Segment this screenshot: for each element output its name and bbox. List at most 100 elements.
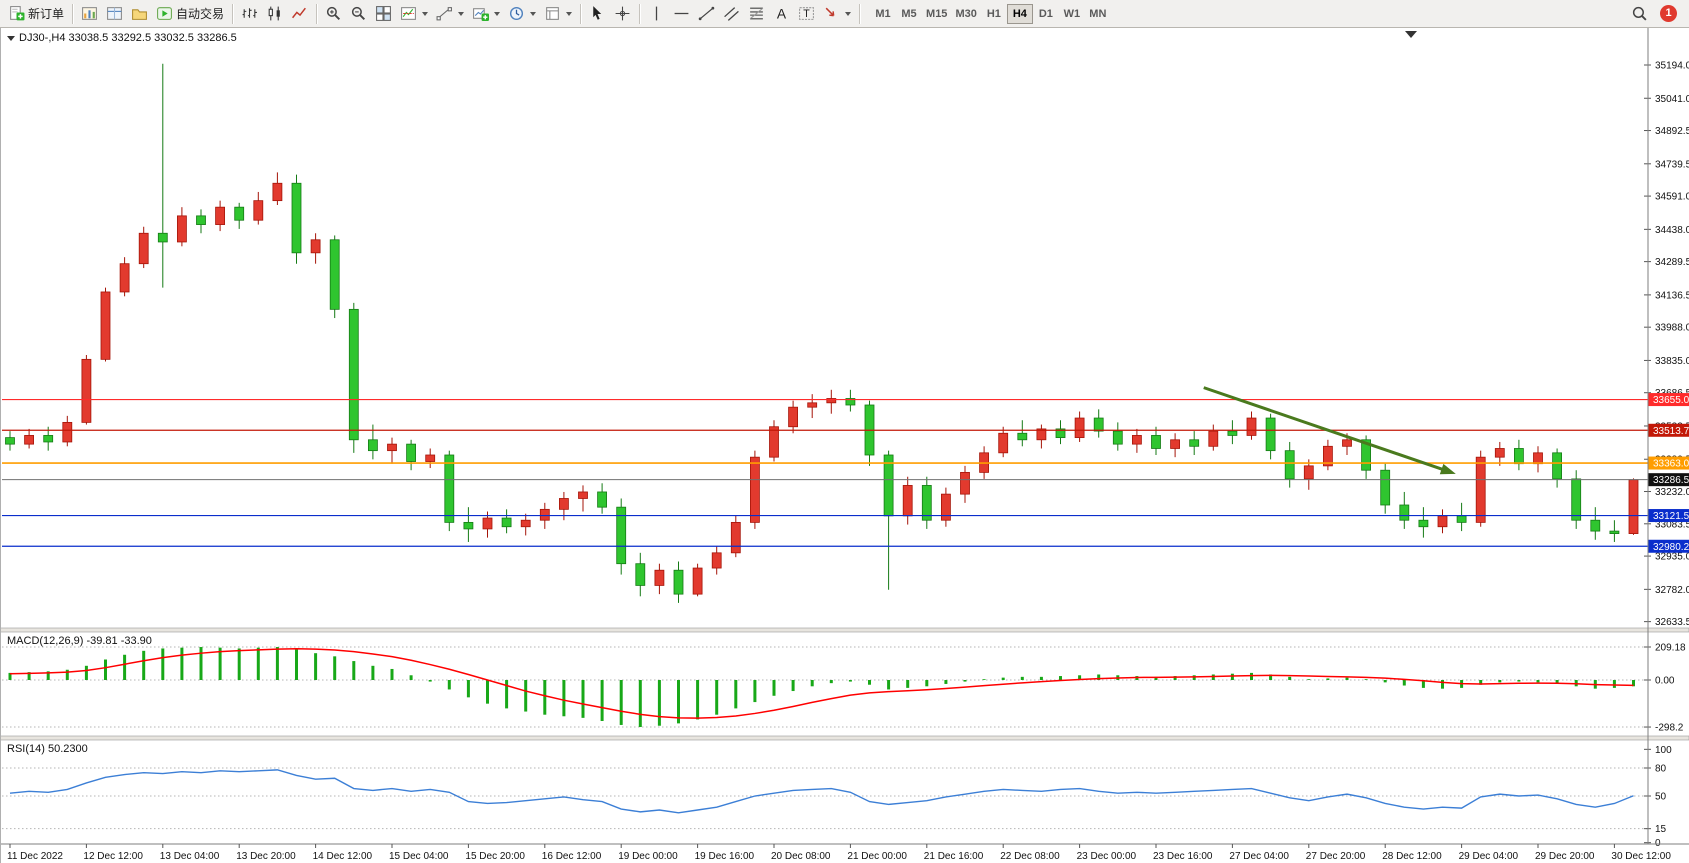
candle-body: [1112, 430, 1123, 445]
clock-icon: [508, 5, 525, 22]
cursor-button[interactable]: [585, 3, 610, 25]
templates-button[interactable]: [540, 3, 576, 25]
trendline-tool-button[interactable]: [694, 3, 719, 25]
auto-trading-button[interactable]: 自动交易: [152, 3, 228, 25]
candle-body: [62, 421, 73, 443]
candle-body: [24, 435, 35, 445]
fibonacci-tool-button[interactable]: [744, 3, 769, 25]
time-axis-label: 21 Dec 00:00: [847, 851, 907, 862]
price-tag-pivot-line: [1648, 456, 1689, 470]
svg-text:A: A: [777, 5, 787, 21]
label-tool-button[interactable]: T: [794, 3, 819, 25]
dropdown-caret-icon: [422, 11, 429, 16]
text-tool-button[interactable]: A: [769, 3, 794, 25]
price-tick-label: 34438.0: [1655, 225, 1689, 236]
search-button[interactable]: [1627, 3, 1652, 25]
collapse-icon[interactable]: [7, 35, 15, 41]
candle-body: [81, 358, 92, 423]
price-tick-label: 34136.5: [1655, 290, 1689, 301]
templates-icon: [544, 5, 561, 22]
horizontal-line-tool-button[interactable]: [669, 3, 694, 25]
candle-body: [826, 398, 837, 404]
price-tick-label: 34739.5: [1655, 159, 1689, 170]
timeframe-w1-button[interactable]: W1: [1059, 4, 1085, 24]
line-chart-button[interactable]: [287, 3, 312, 25]
candle-body: [769, 426, 779, 458]
price-tick-label: 33835.0: [1655, 356, 1689, 367]
timeframe-m5-button[interactable]: M5: [896, 4, 922, 24]
time-axis-label: 19 Dec 16:00: [695, 851, 755, 862]
timeframe-h1-button[interactable]: H1: [981, 4, 1007, 24]
candle-body: [883, 454, 894, 517]
macd-axis-label: 209.18: [1655, 643, 1686, 654]
chart-header-text: DJ30-,H4 33038.5 33292.5 33032.5 33286.5: [19, 32, 237, 44]
zoom-out-button[interactable]: [346, 3, 371, 25]
navigator-button[interactable]: [127, 3, 152, 25]
candle-body: [1323, 445, 1333, 467]
candle-body: [941, 493, 951, 521]
text-tool-icon: A: [773, 5, 790, 22]
timeframe-h4-button[interactable]: H4: [1006, 3, 1033, 24]
time-axis-label: 15 Dec 20:00: [465, 851, 525, 862]
candle-body: [750, 456, 760, 523]
price-tick-label: 32782.0: [1655, 585, 1689, 596]
candle-body: [635, 563, 646, 586]
indicators-button[interactable]: [396, 3, 432, 25]
market-watch-button[interactable]: [77, 3, 102, 25]
panel-separator[interactable]: [0, 735, 1689, 741]
timeframe-m1-button[interactable]: M1: [870, 4, 896, 24]
candle-body: [559, 498, 569, 510]
candle-body: [1628, 479, 1639, 534]
add-chart-button[interactable]: [468, 3, 504, 25]
objects-button[interactable]: [432, 3, 468, 25]
vertical-line-tool-button[interactable]: [644, 3, 669, 25]
crosshair-button[interactable]: [610, 3, 635, 25]
candle-body: [1552, 452, 1562, 480]
candle-body: [998, 432, 1009, 454]
dropdown-caret-icon: [845, 11, 852, 16]
toolbar-right-group: 1: [1627, 3, 1685, 25]
time-axis-label: 30 Dec 12:00: [1611, 851, 1671, 862]
trendline-icon: [698, 5, 715, 22]
candle-body: [1342, 439, 1352, 447]
candlestick-chart-button[interactable]: [262, 3, 287, 25]
time-axis-label: 21 Dec 16:00: [924, 851, 984, 862]
candle-body: [1055, 428, 1066, 439]
candle-body: [1074, 417, 1085, 439]
arrows-tool-button[interactable]: [819, 3, 855, 25]
candle-body: [1246, 417, 1257, 436]
timeframe-m15-button[interactable]: M15: [922, 4, 951, 24]
bar-chart-button[interactable]: [237, 3, 262, 25]
auto-trading-label: 自动交易: [176, 7, 225, 21]
chart-shift-marker[interactable]: [1405, 31, 1417, 38]
timeframe-mn-button[interactable]: MN: [1085, 4, 1111, 24]
candle-body: [1533, 452, 1543, 465]
cursor-icon: [589, 5, 606, 22]
timeframe-d1-button[interactable]: D1: [1033, 4, 1059, 24]
notification-badge[interactable]: 1: [1660, 5, 1677, 22]
timeframe-m30-button[interactable]: M30: [951, 4, 980, 24]
candle-body: [1475, 456, 1486, 523]
channel-tool-button[interactable]: [719, 3, 744, 25]
add-chart-icon: [472, 5, 490, 22]
chart-header[interactable]: DJ30-,H4 33038.5 33292.5 33032.5 33286.5: [7, 32, 237, 44]
candle-body: [845, 398, 856, 406]
candle-body: [1170, 439, 1180, 449]
price-chart-svg[interactable]: 35194.0 35041.0 34892.5 34739.5 34591.0 34438…: [0, 28, 1689, 863]
dropdown-caret-icon: [494, 11, 501, 16]
panel-separator[interactable]: [0, 627, 1689, 633]
price-tag-support-1: [1648, 509, 1689, 523]
tile-windows-button[interactable]: [371, 3, 396, 25]
new-order-button[interactable]: 新订单: [4, 3, 68, 25]
candle-body: [807, 402, 818, 408]
data-window-button[interactable]: [102, 3, 127, 25]
candle-body: [1418, 519, 1429, 528]
fibonacci-icon: [748, 5, 765, 22]
candle-body: [482, 517, 493, 530]
periods-button[interactable]: [504, 3, 540, 25]
toolbar-separator: [580, 3, 582, 24]
trend-arrow[interactable]: [1203, 386, 1449, 473]
toolbar: 新订单 自动交易 A T M1 M5 M15 M30 H1 H4 D1 W1 M…: [0, 0, 1689, 28]
candle-body: [673, 569, 684, 595]
zoom-in-button[interactable]: [321, 3, 346, 25]
